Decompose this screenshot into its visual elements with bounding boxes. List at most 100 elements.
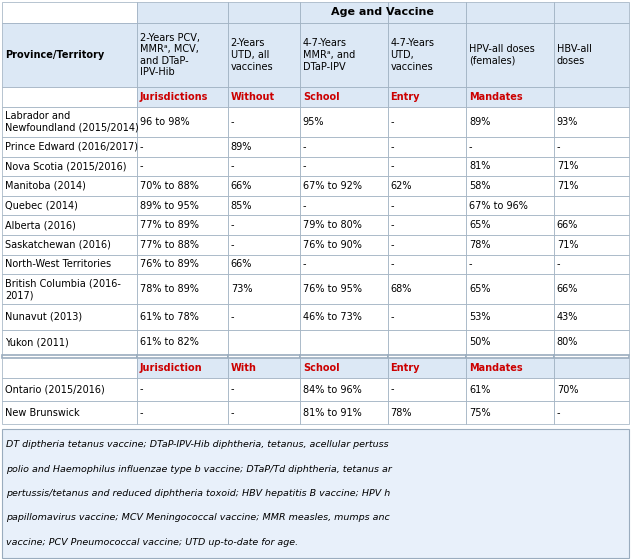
Text: -: - <box>391 259 394 269</box>
Bar <box>466 137 554 157</box>
Bar <box>228 235 300 255</box>
Bar <box>387 304 466 330</box>
Bar <box>300 330 387 355</box>
Bar <box>137 235 228 255</box>
Bar <box>2 87 137 107</box>
Text: 71%: 71% <box>557 161 578 171</box>
Bar <box>387 378 466 401</box>
Text: 4-7-Years
UTD,
vaccines: 4-7-Years UTD, vaccines <box>391 39 435 72</box>
Text: Jurisdiction: Jurisdiction <box>140 363 203 374</box>
Text: 89%: 89% <box>469 117 490 127</box>
Text: 50%: 50% <box>469 337 490 347</box>
Bar <box>466 157 554 176</box>
Bar <box>228 23 300 87</box>
Bar <box>228 157 300 176</box>
Bar <box>300 107 387 137</box>
Text: Manitoba (2014): Manitoba (2014) <box>5 181 86 191</box>
Bar <box>300 87 387 107</box>
Text: 80%: 80% <box>557 337 578 347</box>
Bar <box>300 401 387 424</box>
Bar <box>466 255 554 274</box>
Bar <box>466 304 554 330</box>
Text: -: - <box>469 142 473 152</box>
Text: Nunavut (2013): Nunavut (2013) <box>5 312 82 322</box>
Bar <box>300 304 387 330</box>
Text: -: - <box>231 161 234 171</box>
Text: 46% to 73%: 46% to 73% <box>303 312 362 322</box>
Text: School: School <box>303 92 339 102</box>
Text: Saskatchewan (2016): Saskatchewan (2016) <box>5 240 111 250</box>
Bar <box>466 87 554 107</box>
Text: 73%: 73% <box>231 284 252 294</box>
Text: With: With <box>231 363 257 374</box>
Text: -: - <box>231 408 234 418</box>
Bar <box>554 274 629 304</box>
Bar <box>466 330 554 355</box>
Text: 70% to 88%: 70% to 88% <box>140 181 199 191</box>
Bar <box>2 304 137 330</box>
Text: School: School <box>303 363 339 374</box>
Bar <box>387 216 466 235</box>
Text: -: - <box>231 385 234 395</box>
Text: papillomavirus vaccine; MCV Meningococcal vaccine; MMR measles, mumps anc: papillomavirus vaccine; MCV Meningococca… <box>6 514 390 522</box>
Text: 95%: 95% <box>303 117 324 127</box>
Bar <box>2 235 137 255</box>
Bar <box>387 235 466 255</box>
Text: -: - <box>231 240 234 250</box>
Text: 62%: 62% <box>391 181 412 191</box>
Text: -: - <box>391 200 394 211</box>
Bar <box>137 2 228 23</box>
Bar <box>137 401 228 424</box>
Text: -: - <box>231 117 234 127</box>
Bar <box>137 216 228 235</box>
Bar <box>2 274 137 304</box>
Text: 76% to 90%: 76% to 90% <box>303 240 362 250</box>
Bar <box>228 330 300 355</box>
Bar <box>228 2 300 23</box>
Text: North-West Territories: North-West Territories <box>5 259 111 269</box>
Bar <box>554 304 629 330</box>
Bar <box>300 235 387 255</box>
Text: -: - <box>391 385 394 395</box>
Bar <box>300 137 387 157</box>
Bar <box>387 176 466 196</box>
Bar <box>466 2 554 23</box>
Text: -: - <box>557 142 560 152</box>
Bar <box>137 87 228 107</box>
Text: Mandates: Mandates <box>469 92 522 102</box>
Text: 70%: 70% <box>557 385 578 395</box>
Bar <box>466 107 554 137</box>
Bar <box>300 2 387 23</box>
Text: 2-Years PCV,
MMRᵃ, MCV,
and DTaP-
IPV-Hib: 2-Years PCV, MMRᵃ, MCV, and DTaP- IPV-Hi… <box>140 32 200 77</box>
Bar <box>554 330 629 355</box>
Bar <box>228 358 300 378</box>
Bar <box>466 378 554 401</box>
Text: 77% to 89%: 77% to 89% <box>140 220 199 230</box>
Bar <box>137 137 228 157</box>
Text: 96 to 98%: 96 to 98% <box>140 117 189 127</box>
Bar <box>466 235 554 255</box>
Bar <box>228 274 300 304</box>
Bar <box>300 355 387 358</box>
Bar <box>466 401 554 424</box>
Text: 65%: 65% <box>469 284 490 294</box>
Bar <box>554 87 629 107</box>
Bar <box>228 401 300 424</box>
Text: 89%: 89% <box>231 142 252 152</box>
Bar <box>228 355 300 358</box>
Bar <box>2 176 137 196</box>
Bar <box>137 304 228 330</box>
Bar <box>137 358 228 378</box>
Text: -: - <box>140 161 143 171</box>
Bar <box>300 274 387 304</box>
Text: British Columbia (2016-
2017): British Columbia (2016- 2017) <box>5 278 121 300</box>
Bar <box>228 304 300 330</box>
Text: Yukon (2011): Yukon (2011) <box>5 337 69 347</box>
Text: 78% to 89%: 78% to 89% <box>140 284 199 294</box>
Bar <box>2 355 137 358</box>
Text: New Brunswick: New Brunswick <box>5 408 80 418</box>
Bar <box>466 176 554 196</box>
Text: -: - <box>140 408 143 418</box>
Bar <box>554 235 629 255</box>
Text: -: - <box>303 161 306 171</box>
